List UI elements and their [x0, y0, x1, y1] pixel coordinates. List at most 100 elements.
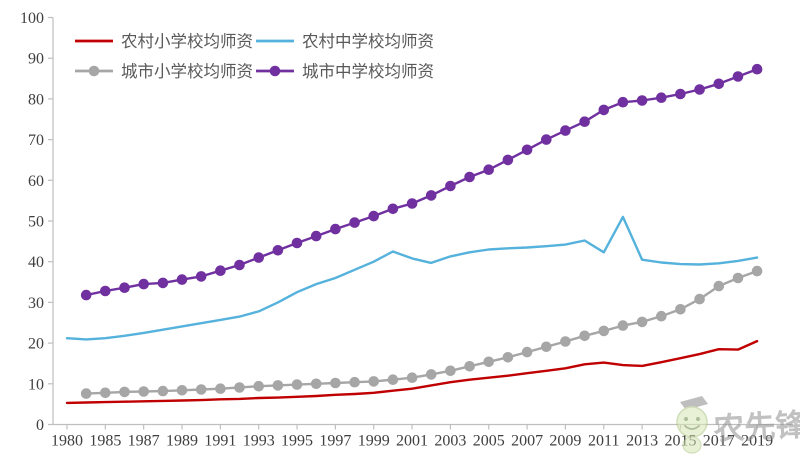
- series-urban-secondary-marker: [521, 144, 533, 156]
- series-urban-primary-marker: [310, 378, 322, 390]
- mascot-face: [676, 406, 708, 438]
- x-tick-label: 1989: [166, 433, 198, 450]
- y-tick-label: 100: [20, 10, 44, 27]
- x-tick-label: 2003: [434, 433, 466, 450]
- series-urban-secondary-marker: [483, 164, 495, 175]
- x-tick-label: 1985: [89, 433, 121, 450]
- series-urban-secondary-marker: [598, 104, 610, 116]
- series-urban-primary-marker: [502, 352, 514, 363]
- series-urban-secondary-marker: [617, 96, 629, 108]
- series-urban-primary-marker: [464, 361, 475, 372]
- legend-item-urban-secondary: 城市中学校均师资: [256, 62, 434, 81]
- x-tick-label: 2005: [473, 433, 505, 450]
- series-urban-primary-marker: [598, 325, 610, 337]
- series-urban-primary-marker: [521, 346, 533, 358]
- series-urban-secondary-markers: [80, 63, 763, 301]
- watermark-mascot-icon: [676, 396, 708, 454]
- series-urban-primary-marker: [636, 316, 648, 328]
- mascot-smile: [684, 425, 700, 430]
- series-urban-secondary-marker: [234, 259, 245, 271]
- series-urban-primary-marker: [138, 386, 149, 397]
- series-urban-secondary-marker: [445, 180, 456, 192]
- series-urban-secondary-marker: [100, 285, 111, 297]
- mascot-eye-right: [696, 417, 700, 421]
- watermark-text: 农先锋: [713, 407, 800, 447]
- series-urban-primary-marker: [80, 388, 92, 399]
- series-urban-secondary-marker: [330, 223, 341, 235]
- x-tick-label: 2013: [626, 433, 658, 450]
- x-tick-label: 1987: [128, 433, 160, 450]
- series-urban-secondary-marker: [119, 282, 130, 294]
- series-urban-primary-marker: [176, 385, 188, 396]
- series-urban-primary-marker: [272, 380, 284, 391]
- x-tick-label: 2017: [703, 433, 735, 450]
- y-tick-label: 0: [36, 417, 44, 434]
- series-urban-secondary-marker: [732, 71, 744, 82]
- legend-label: 城市小学校均师资: [121, 62, 253, 81]
- series-urban-primary-marker: [234, 382, 245, 393]
- series-urban-secondary-marker: [675, 88, 686, 100]
- series-urban-primary-marker: [349, 376, 360, 388]
- series-urban-secondary-marker: [406, 198, 418, 209]
- mascot-cap: [680, 396, 708, 410]
- y-tick-label: 40: [28, 254, 44, 271]
- series-urban-secondary-marker: [502, 154, 514, 166]
- series-urban-secondary-marker: [215, 265, 226, 277]
- series-urban-primary-marker: [675, 304, 686, 315]
- series-urban-secondary-marker: [176, 274, 188, 285]
- x-tick-label: 1999: [358, 433, 390, 450]
- series-urban-primary-marker: [387, 374, 399, 386]
- x-tick-label: 2011: [588, 433, 619, 450]
- mascot-body: [682, 436, 702, 454]
- series-urban-primary-markers: [80, 265, 763, 399]
- series-urban-secondary-marker: [80, 289, 92, 301]
- series-urban-secondary-marker: [157, 277, 169, 289]
- series-urban-primary-marker: [656, 310, 667, 322]
- series-urban-secondary-marker: [656, 92, 667, 103]
- x-tick-label: 1997: [319, 433, 351, 450]
- y-tick-label: 90: [28, 51, 44, 68]
- series-urban-primary-marker: [157, 385, 169, 397]
- series-urban-secondary-marker: [713, 78, 725, 90]
- x-tick-label: 2007: [511, 433, 543, 450]
- series-urban-primary-marker: [195, 384, 207, 395]
- y-tick-label: 60: [28, 173, 44, 190]
- y-tick-label: 10: [28, 376, 44, 393]
- legend-label: 农村小学校均师资: [121, 32, 253, 51]
- series-urban-primary-marker: [541, 341, 552, 353]
- series-urban-secondary-marker: [195, 271, 207, 282]
- legend-item-rural-primary: 农村小学校均师资: [75, 32, 253, 51]
- series-urban-secondary-marker: [272, 245, 284, 256]
- series-urban-secondary-marker: [368, 210, 380, 222]
- mascot-eye-left: [684, 417, 688, 421]
- x-tick-label: 2001: [396, 433, 428, 450]
- series-urban-primary-marker: [368, 376, 380, 387]
- x-tick-label: 2019: [741, 433, 773, 450]
- series-urban-primary-marker: [732, 272, 744, 284]
- x-tick-label: 1980: [51, 433, 83, 450]
- legend-label: 农村中学校均师资: [302, 32, 434, 51]
- series-urban-primary-marker: [751, 265, 763, 277]
- y-tick-label: 50: [28, 214, 44, 231]
- y-tick-label: 80: [28, 91, 44, 108]
- legend-item-urban-primary: 城市小学校均师资: [75, 62, 253, 81]
- y-tick-label: 30: [28, 295, 44, 312]
- legend-marker-swatch: [269, 65, 281, 77]
- series-urban-primary-marker: [579, 330, 590, 342]
- series-urban-secondary-marker: [751, 63, 763, 75]
- series-urban-secondary-marker: [425, 190, 437, 201]
- series-urban-primary-marker: [694, 293, 705, 305]
- series-rural-secondary-line: [65, 215, 759, 341]
- series-urban-secondary-marker: [138, 278, 149, 290]
- x-tick-label: 1995: [281, 433, 313, 450]
- series-urban-secondary-marker: [694, 84, 705, 95]
- series-urban-primary-line: [85, 269, 759, 395]
- x-tick-label: 1993: [243, 433, 275, 450]
- series-urban-primary-marker: [483, 356, 495, 368]
- series-urban-primary-marker: [425, 369, 437, 380]
- x-tick-label: 2009: [549, 433, 581, 450]
- legend-marker-swatch: [88, 65, 100, 77]
